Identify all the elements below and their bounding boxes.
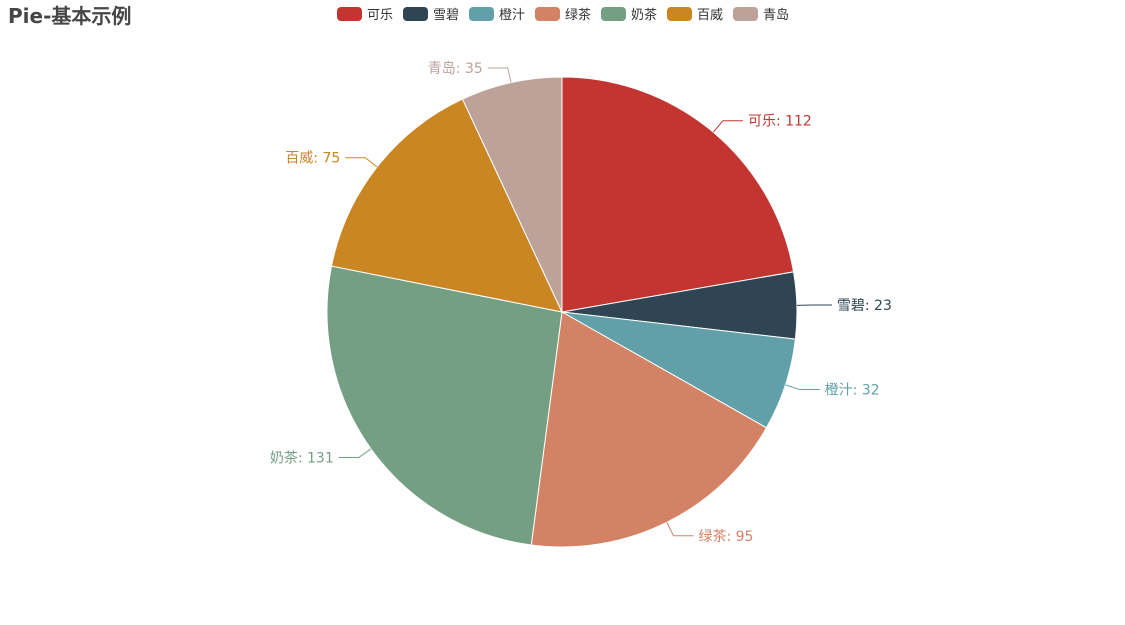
slice-label-4: 绿茶: 95 — [698, 529, 753, 545]
legend-label-6: 百威 — [697, 8, 723, 23]
legend-item-7[interactable]: 青岛 — [733, 7, 789, 23]
legend: 可乐 雪碧 橙汁 绿茶 奶茶 百威 青岛 — [337, 7, 789, 23]
label-line-5 — [338, 448, 372, 459]
legend-item-2[interactable]: 雪碧 — [403, 7, 459, 23]
slice-label-2: 雪碧: 23 — [837, 298, 892, 314]
pie-slice-7[interactable] — [461, 76, 563, 313]
legend-item-4[interactable]: 绿茶 — [535, 7, 591, 23]
label-line-3 — [785, 384, 820, 391]
slice-label-6: 百威: 75 — [285, 151, 340, 167]
legend-item-5[interactable]: 奶茶 — [601, 7, 657, 23]
chart-title: Pie-基本示例 — [8, 4, 131, 28]
legend-swatch-5 — [601, 7, 626, 21]
legend-label-1: 可乐 — [367, 8, 393, 23]
legend-swatch-6 — [667, 7, 692, 21]
label-line-4 — [666, 522, 694, 537]
legend-label-2: 雪碧 — [433, 8, 459, 23]
slice-label-7: 青岛: 35 — [428, 61, 483, 77]
slice-labels: 可乐: 112 雪碧: 23 橙汁: 32 绿茶: 95 奶茶: 131 百威: 75 青岛… — [270, 61, 892, 545]
pie-slices — [326, 76, 798, 548]
legend-label-7: 青岛 — [763, 7, 789, 23]
slice-label-1: 可乐: 112 — [748, 114, 812, 130]
legend-swatch-4 — [535, 7, 560, 21]
legend-label-4: 绿茶 — [565, 7, 591, 23]
slice-label-3: 橙汁: 32 — [825, 383, 880, 399]
legend-label-5: 奶茶 — [631, 7, 657, 23]
label-line-7 — [487, 67, 512, 83]
legend-item-1[interactable]: 可乐 — [337, 7, 393, 23]
label-line-1 — [712, 120, 743, 133]
legend-swatch-7 — [733, 7, 758, 21]
legend-item-3[interactable]: 橙汁 — [469, 7, 525, 23]
legend-swatch-3 — [469, 7, 494, 21]
label-line-6 — [345, 157, 378, 168]
pie-slice-1[interactable] — [561, 76, 795, 313]
legend-swatch-1 — [337, 7, 362, 21]
legend-swatch-2 — [403, 7, 428, 21]
legend-item-6[interactable]: 百威 — [667, 7, 723, 23]
slice-label-5: 奶茶: 131 — [270, 451, 334, 467]
pie-slice-5[interactable] — [326, 265, 563, 546]
legend-label-3: 橙汁 — [499, 8, 525, 23]
